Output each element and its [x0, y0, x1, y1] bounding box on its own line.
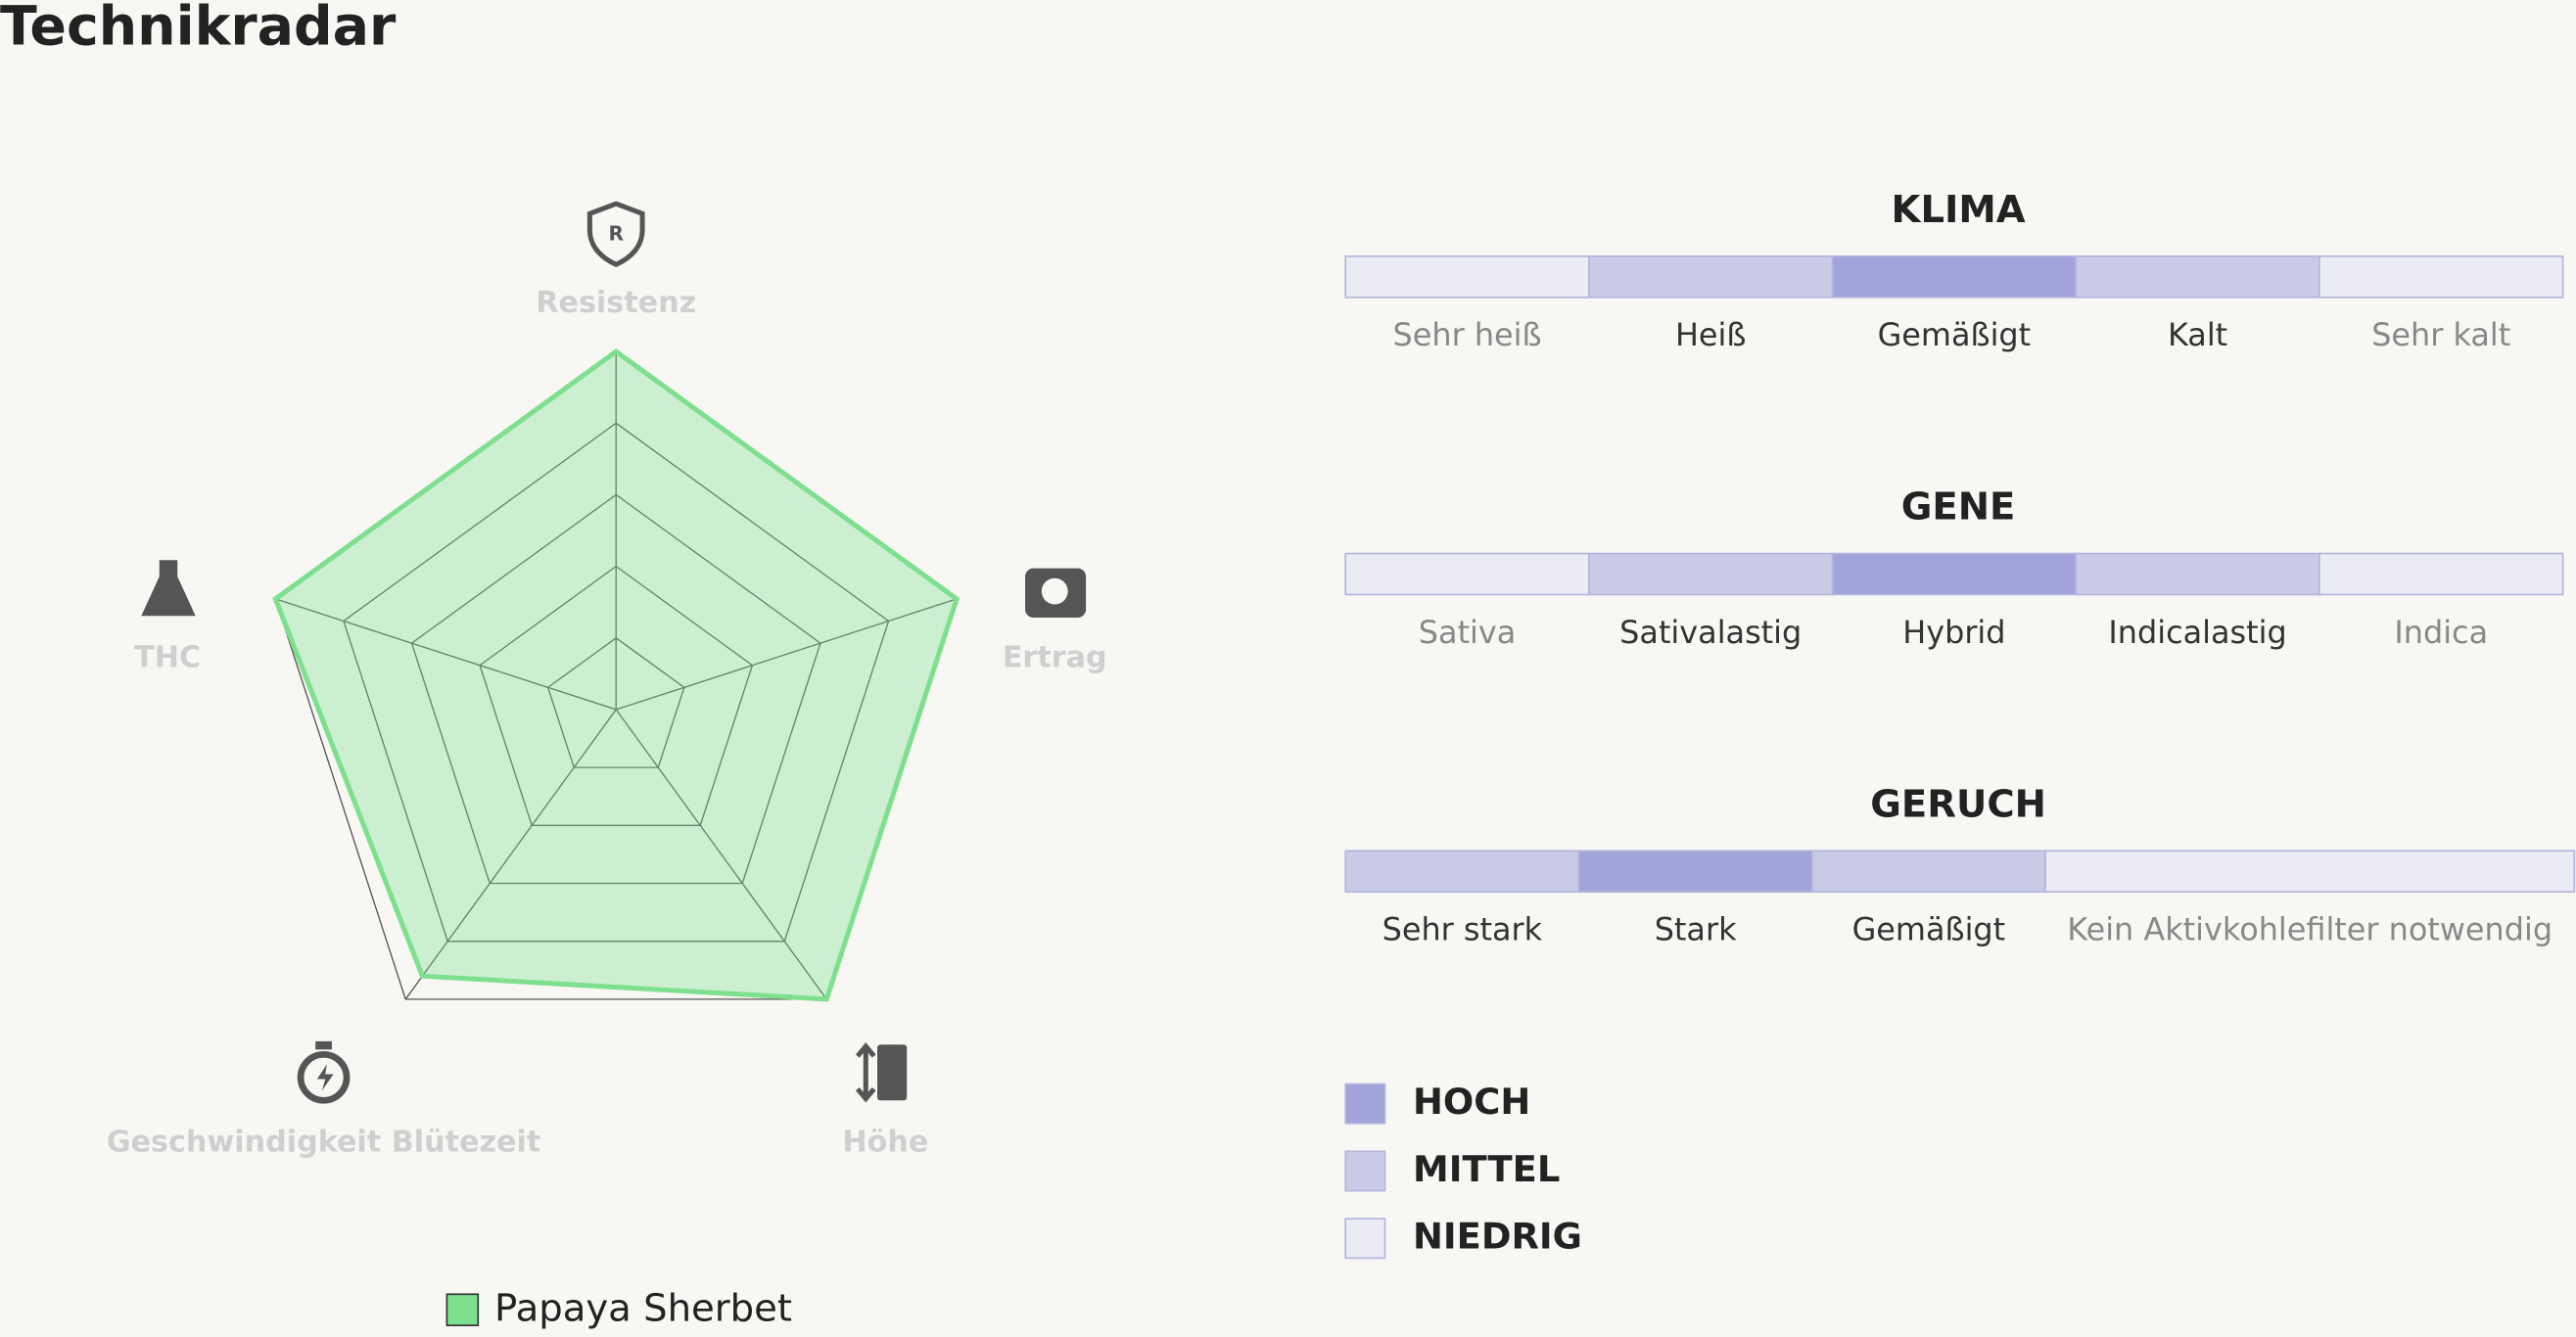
legend-label: NIEDRIG [1413, 1216, 1582, 1258]
icon-resistenz-letter: R [608, 222, 624, 246]
axis-label: Ertrag [1003, 640, 1107, 674]
icon-hoehe [877, 1044, 908, 1101]
scale-option: Sehr kalt [2371, 316, 2510, 353]
scale-segment [2075, 254, 2320, 299]
scale-segment [1588, 552, 1834, 596]
radar-legend-label: Papaya Sherbet [494, 1287, 792, 1331]
legend-swatch [1344, 1150, 1386, 1192]
scale-option: Sativalastig [1619, 614, 1802, 651]
scale-segment [1588, 254, 1834, 299]
icons: R [141, 201, 1087, 1104]
legend-swatch [1344, 1218, 1386, 1260]
scale-option: Sativa [1419, 614, 1517, 651]
icon-thc [141, 560, 196, 617]
scale-segment [2318, 254, 2564, 299]
icon-speed [297, 1050, 351, 1104]
grid-ring [546, 636, 685, 768]
scale-option: Heiß [1675, 316, 1747, 353]
scale-segment [2075, 552, 2320, 596]
scale-segment [1344, 254, 1590, 299]
scale-segment [1831, 552, 2078, 596]
legend-label: MITTEL [1413, 1148, 1560, 1190]
axis-label: THC [134, 640, 201, 674]
icon-speed-top [315, 1040, 332, 1050]
icon-speed-bolt [316, 1064, 334, 1091]
scale-segment [1577, 850, 1813, 894]
spoke [404, 709, 617, 1000]
icon-resistenz [586, 201, 645, 267]
icon-ertrag-dial [1041, 577, 1068, 605]
scale-option: Kalt [2168, 316, 2227, 353]
scale-title: KLIMA [1892, 188, 2026, 232]
icon-hoehe-arrow [855, 1041, 876, 1103]
scale-title: GERUCH [1870, 782, 2046, 826]
scale-segment [2044, 850, 2576, 894]
scale-option: Sehr stark [1382, 910, 1543, 947]
grid-ring [343, 422, 890, 943]
axis-label: Geschwindigkeit Blütezeit [107, 1125, 540, 1159]
scale-segment [2318, 552, 2564, 596]
legend-label: HOCH [1413, 1081, 1530, 1123]
spoke [275, 598, 617, 711]
axis-label: Höhe [842, 1125, 928, 1159]
grid-ring [479, 565, 754, 826]
scale-option: Gemäßigt [1878, 316, 2032, 353]
spoke [615, 709, 827, 1000]
scale-segment [1810, 850, 2046, 894]
radar-legend-swatch [445, 1293, 480, 1327]
scale-option: Indicalastig [2108, 614, 2286, 651]
scale-option: Stark [1655, 910, 1737, 947]
scale-title: GENE [1901, 485, 2016, 530]
scale-option: Indica [2394, 614, 2488, 651]
scale-option: Kein Aktivkohlefilter notwendig [2067, 910, 2553, 947]
radar-area [272, 348, 960, 1002]
scale-segment [1831, 254, 2078, 299]
page-title: Technikradar [0, 0, 397, 58]
scale-segment [1344, 552, 1590, 596]
axis-label: Resistenz [536, 286, 696, 320]
scale-segment [1344, 850, 1580, 894]
spoke [616, 598, 958, 711]
grid-ring [410, 493, 821, 885]
scale-option: Hybrid [1902, 614, 2005, 651]
scale-option: Gemäßigt [1852, 910, 2006, 947]
legend-swatch [1344, 1083, 1386, 1125]
scale-option: Sehr heiß [1393, 316, 1542, 353]
